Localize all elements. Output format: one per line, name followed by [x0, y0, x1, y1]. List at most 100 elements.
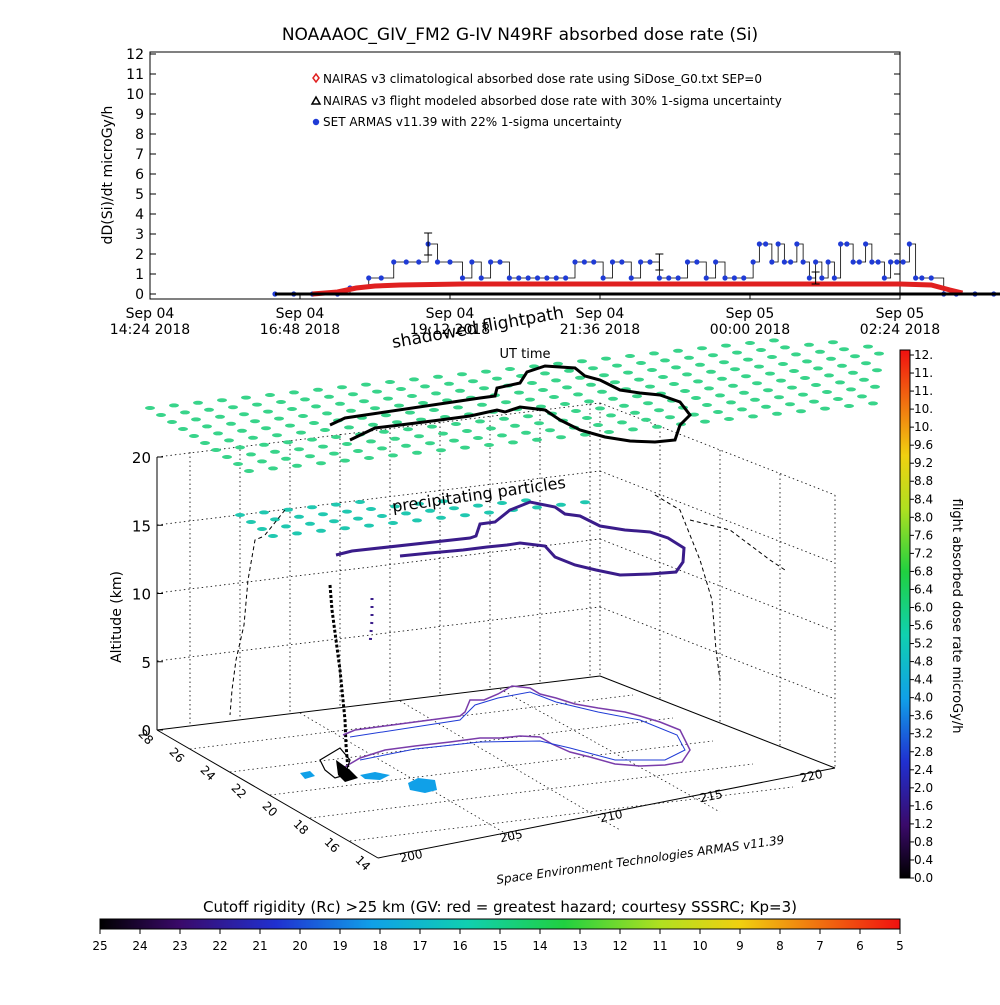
particle-dash [381, 413, 391, 418]
top-series [272, 232, 1000, 297]
particle-dash [418, 401, 428, 405]
particle-dash [189, 434, 199, 438]
particle-dash [342, 509, 352, 514]
particle-dash [215, 414, 225, 419]
particle-dash [732, 350, 742, 355]
particle-dash [211, 448, 221, 452]
legend-label-armas: SET ARMAS v11.39 with 22% 1-sigma uncert… [323, 115, 622, 129]
particle-dash [202, 424, 212, 429]
particle-dash [438, 431, 448, 436]
particle-dash [270, 449, 280, 454]
series-armas-point [416, 259, 422, 265]
legend: NAIRAS v3 climatological absorbed dose r… [310, 72, 782, 129]
particle-dash [322, 411, 332, 416]
particle-dash [233, 462, 243, 466]
particle-dash [754, 364, 764, 369]
bottom-colorbar-tick-label: 10 [692, 939, 707, 953]
series-armas-point [722, 275, 728, 281]
ground-track [342, 685, 691, 769]
longitude-tick-label: 220 [799, 767, 824, 785]
particle-dash [538, 388, 548, 392]
particle-dash [305, 454, 315, 459]
particle-dash [835, 380, 845, 385]
particle-dash [763, 388, 773, 393]
series-armas-point [506, 275, 512, 281]
particle-dash [342, 442, 352, 446]
particle-dash [436, 515, 446, 520]
particle-dash [180, 410, 190, 415]
particle-dash [562, 385, 572, 390]
series-armas-point [619, 259, 625, 265]
particle-dash [809, 399, 819, 404]
series-armas-point [794, 241, 800, 247]
particle-dash [250, 419, 260, 424]
particle-dash [241, 395, 251, 400]
particle-dash [780, 345, 790, 350]
particle-dash [778, 362, 788, 366]
particle-dash [619, 403, 629, 408]
particle-dash [145, 406, 155, 410]
particle-dash [265, 393, 275, 397]
particle-dash [473, 503, 483, 508]
particle-dash [294, 514, 304, 519]
particle-dash [370, 406, 380, 411]
particle-dash [261, 426, 271, 431]
series-armas-point [869, 259, 875, 265]
longitude-tick-label: 200 [399, 847, 424, 865]
right-colorbar-tick-label: 7.6 [914, 528, 933, 542]
particle-dash [403, 427, 413, 432]
right-colorbar-tick-label: 11. [914, 384, 933, 398]
particle-dash [331, 502, 341, 507]
dashed-profile-left [229, 509, 286, 716]
series-armas-point [850, 259, 856, 265]
right-colorbar-tick-label: 9.2 [914, 456, 933, 470]
particle-dash [671, 365, 681, 370]
latitude-tick-label: 20 [259, 799, 280, 820]
bottom-colorbar-tick-label: 16 [452, 939, 467, 953]
particle-dash [700, 419, 710, 424]
bottom-colorbar-tick-label: 21 [252, 939, 267, 953]
series-armas-point [906, 241, 912, 247]
particle-dash [693, 379, 703, 384]
particle-dash [704, 386, 714, 391]
particle-dash [420, 384, 430, 389]
latitude-tick-label: 22 [228, 781, 249, 802]
particle-dash [274, 416, 284, 421]
particle-dash [224, 438, 234, 443]
particle-dash [796, 409, 806, 414]
longitude-tick-label: 215 [699, 787, 724, 805]
series-armas-point [919, 275, 925, 281]
particle-dash [270, 517, 280, 522]
latitude-tick-label: 28 [135, 727, 156, 748]
particle-dash [484, 443, 494, 447]
series-armas-point [563, 275, 569, 281]
particle-dash [739, 390, 749, 395]
particle-dash [392, 420, 402, 425]
particle-dash [460, 445, 470, 450]
particle-dash [346, 408, 356, 413]
particle-dash [540, 371, 550, 376]
particle-dash [468, 379, 478, 384]
particle-dash [292, 463, 302, 468]
particle-dash [340, 526, 350, 531]
particle-dash [573, 392, 583, 397]
floor-grid [189, 688, 794, 843]
particle-dash [706, 369, 716, 374]
right-colorbar-tick-label: 0.4 [914, 853, 933, 867]
particle-dash [848, 370, 858, 375]
altitude-axis-label: Altitude (km) [109, 571, 125, 663]
top-x-tick-label-date: Sep 05 [726, 306, 775, 322]
top-y-tick-label: 5 [135, 187, 144, 203]
particle-dash [745, 341, 755, 345]
particle-dash [728, 383, 738, 388]
particle-dash [309, 421, 319, 425]
particle-dash [804, 342, 814, 347]
particle-dash [355, 500, 365, 504]
particle-dash [868, 401, 878, 406]
particle-dash [719, 360, 729, 365]
series-armas-point [488, 259, 494, 265]
particle-dash [508, 440, 518, 445]
top-x-tick-label-date: Sep 04 [576, 306, 625, 322]
